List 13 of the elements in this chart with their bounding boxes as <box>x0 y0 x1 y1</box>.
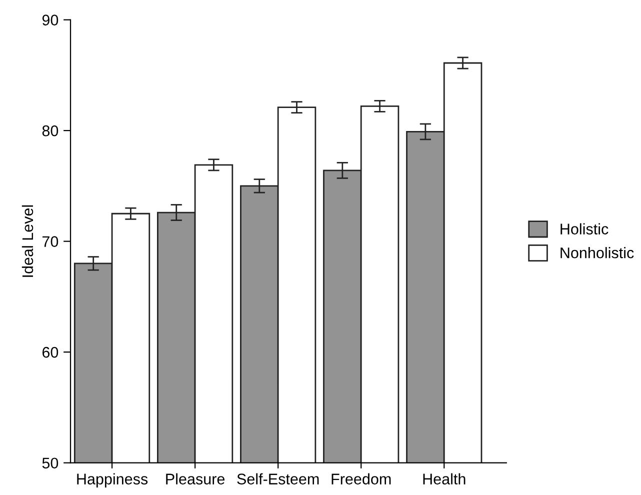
y-axis-title: Ideal Level <box>22 205 34 277</box>
x-tick-label: Happiness <box>77 473 148 488</box>
x-tick-label: Health <box>423 473 466 484</box>
x-tick-label: Pleasure <box>166 473 225 484</box>
legend-label: Nonholistic <box>560 247 634 258</box>
y-tick-label: 80 <box>42 125 58 136</box>
y-tick-label: 70 <box>42 236 58 247</box>
x-tick-label: Freedom <box>332 473 391 484</box>
y-tick-label: 60 <box>42 346 58 358</box>
y-tick-label: 90 <box>42 14 58 26</box>
x-tick-label: Self-Esteem <box>237 473 319 484</box>
y-tick-label: 50 <box>42 458 58 469</box>
legend-label: Holistic <box>560 223 608 234</box>
